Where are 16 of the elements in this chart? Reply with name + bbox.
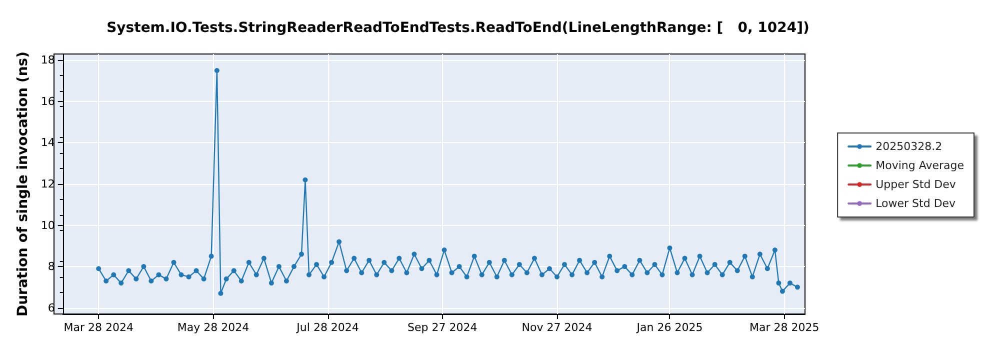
x-tick-label: Mar 28 2024 [64, 321, 134, 334]
legend-label: Moving Average [876, 159, 964, 172]
legend-label: 20250328.2 [876, 140, 942, 153]
x-tick-label: Sep 27 2024 [408, 321, 478, 334]
x-tick-label: Jul 28 2024 [296, 321, 359, 334]
y-tick-label: 12 [40, 178, 55, 190]
y-tick-label: 14 [40, 136, 55, 150]
chart-title: System.IO.Tests.StringReaderReadToEndTests.ReadToEnd(LineLengthRange: [ 0, 1024]) [106, 20, 810, 36]
x-tick-label: Nov 27 2024 [522, 321, 592, 334]
x-tick-label: Mar 28 2025 [749, 321, 820, 334]
y-axis-title: Duration of single invocation (ns) [15, 51, 31, 317]
y-tick-label: 16 [40, 94, 55, 108]
x-tick-label: May 28 2024 [177, 321, 250, 334]
legend-label: Upper Std Dev [876, 178, 956, 191]
legend-label: Lower Std Dev [876, 197, 956, 210]
x-tick-label: Jan 26 2025 [636, 321, 703, 334]
